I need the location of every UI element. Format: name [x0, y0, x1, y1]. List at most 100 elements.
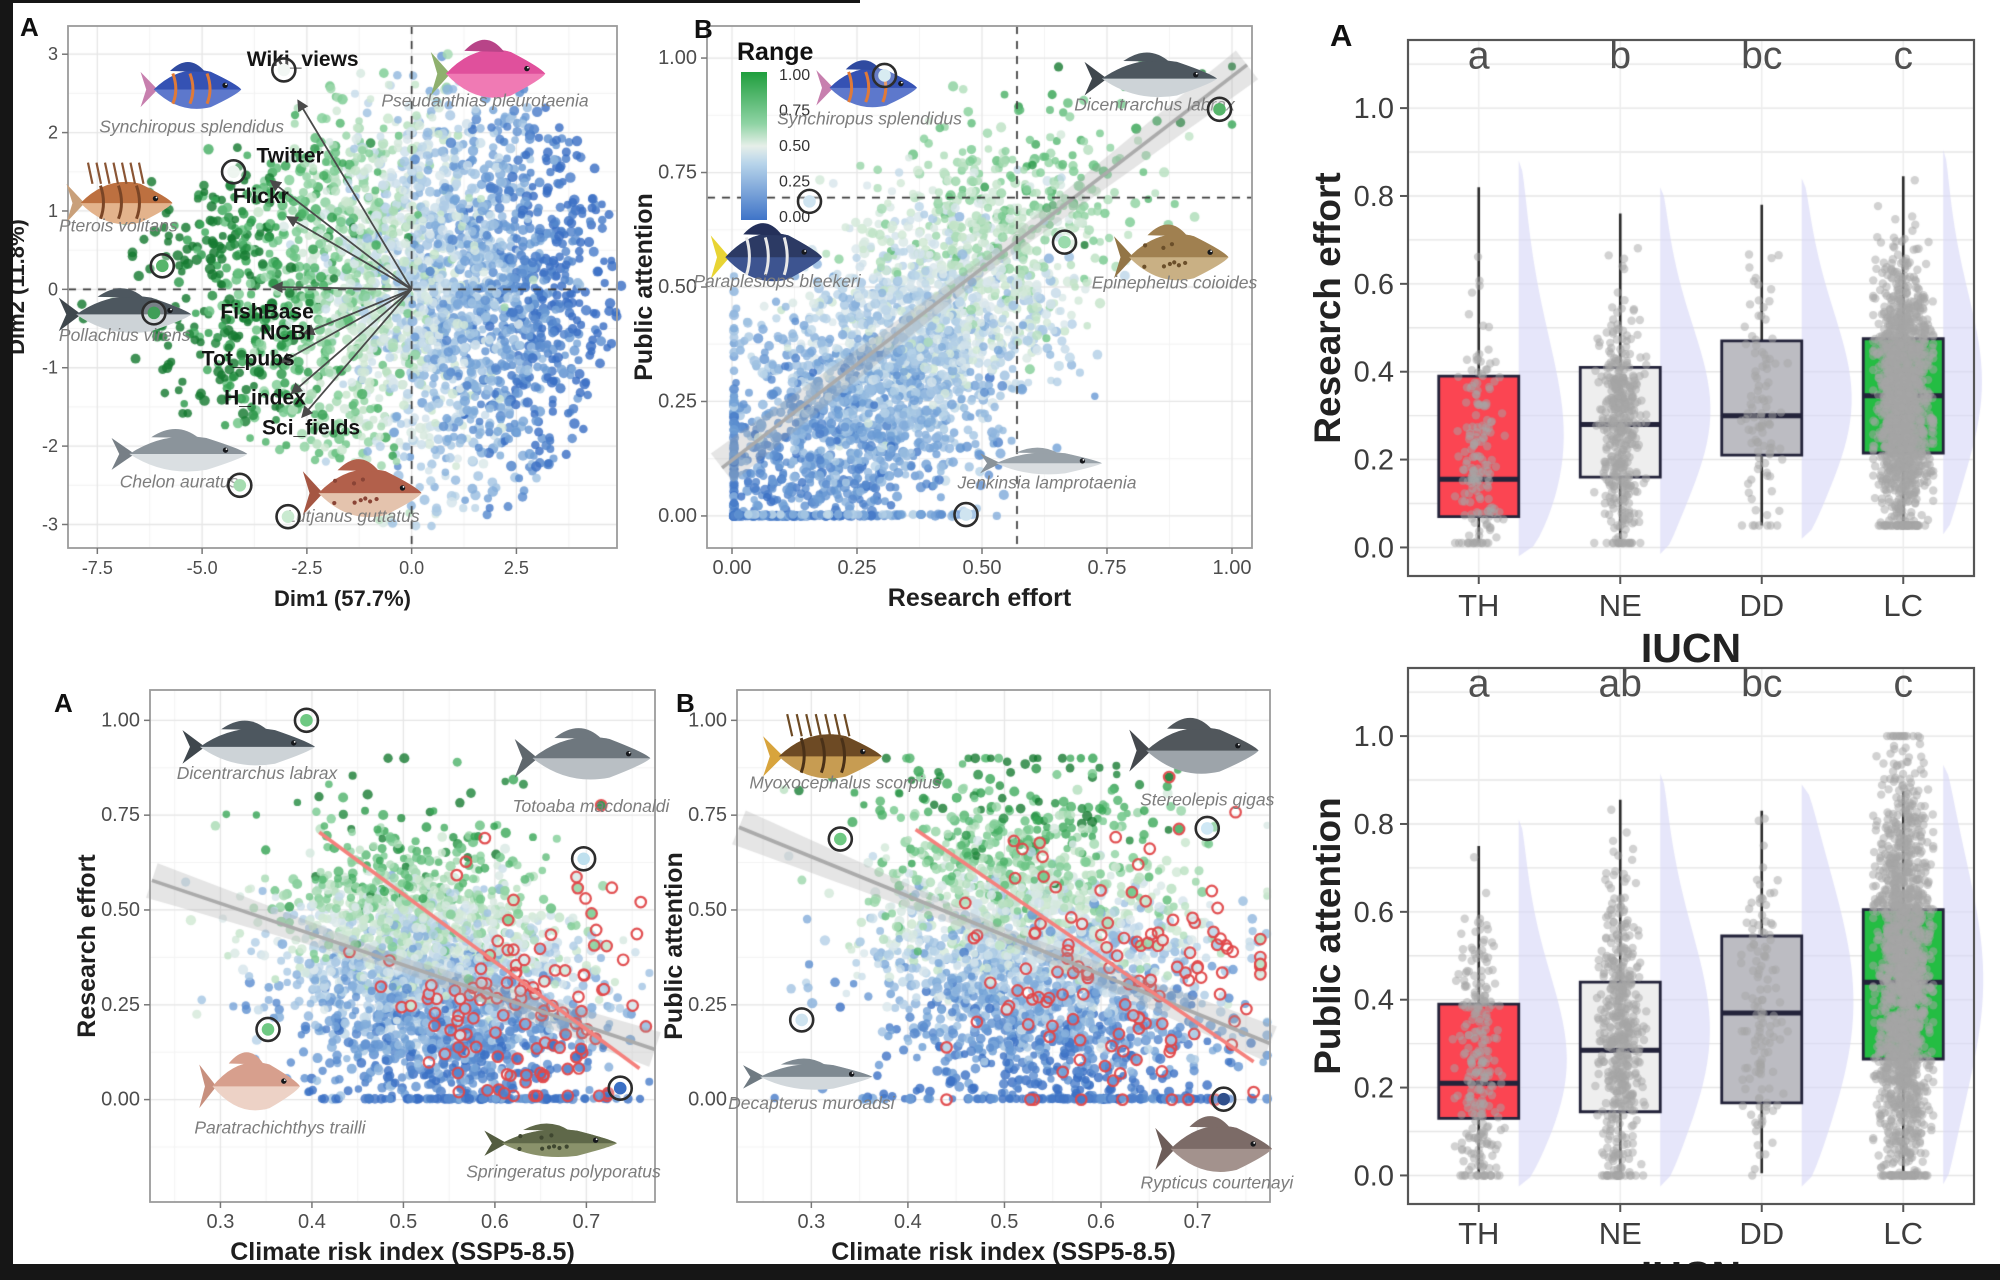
panel-pca-biplot: -7.5 -5.0 -2.5 0.0 2.5 3 2 1 0 -1 -2 -3 Dim1 (57.7%)… — [4, 25, 618, 611]
x-tick-label: 0.7 — [572, 1211, 600, 1233]
panel-box-public-attention: 1.00.80.60.40.20.0THaNEabDDbcLCcIUCNPubl… — [1307, 663, 1976, 1280]
loading-arrow — [297, 99, 413, 290]
y-tick-label: 0.4 — [1354, 985, 1394, 1017]
species-label: Pterois volitans — [59, 215, 178, 235]
species-label: Jenkinsia lamprotaenia — [957, 472, 1137, 492]
fish-rypticus-courtenayi — [1155, 1116, 1272, 1172]
y-tick-label: 1 — [48, 201, 58, 221]
y-tick-label: -2 — [42, 436, 58, 456]
legend-title: Range — [737, 38, 814, 66]
significance-letter: a — [1468, 663, 1490, 706]
y-tick-label: 0.50 — [658, 276, 697, 298]
panel-tag-research-vs-climate: A — [54, 688, 73, 718]
fish-paraplesiops-bleekeri — [710, 223, 822, 282]
x-tick-label: -5.0 — [187, 558, 218, 578]
fish-synchiropus-splendidus — [140, 61, 242, 109]
y-tick-label: 0.25 — [101, 994, 140, 1016]
significance-letter: c — [1894, 35, 1914, 78]
y-axis-title: Public attention — [660, 852, 688, 1040]
species-label: Pollachius virens — [59, 325, 191, 345]
category-label: LC — [1883, 1216, 1923, 1251]
fish-decapterus-muroadsi — [743, 1058, 873, 1090]
category-label: LC — [1883, 588, 1923, 623]
panel-attention-vs-climate-risk: 0.3 0.4 0.5 0.6 0.7 1.00 0.75 0.50 0.25 0.00 Clima… — [660, 689, 1294, 1266]
legend-tick-label: 0.75 — [779, 103, 810, 120]
x-axis-title: Climate risk index (SSP5-8.5) — [831, 1238, 1176, 1266]
y-tick-label: 0.50 — [688, 899, 727, 921]
x-tick-label: 0.75 — [1088, 557, 1127, 579]
x-tick-label: 0.4 — [298, 1211, 326, 1233]
legend-tick-label: 0.25 — [779, 174, 810, 191]
species-label: Stereolepis gigas — [1140, 790, 1274, 810]
loading-arrow — [279, 288, 413, 364]
y-tick-label: 0.6 — [1354, 269, 1394, 301]
loading-arrow — [285, 216, 413, 291]
significance-letter: ab — [1599, 663, 1642, 706]
species-label: Chelon auratus — [120, 472, 239, 492]
y-axis-title: Research effort — [1307, 172, 1348, 443]
x-tick-label: 0.25 — [838, 557, 877, 579]
panel-tag-box-research: A — [1330, 18, 1353, 53]
fish-pseudanthias-pleurotaenia — [430, 39, 546, 98]
category-label: NE — [1599, 588, 1642, 623]
fish-paratrachichthys-trailli — [199, 1052, 300, 1111]
species-label: Springeratus polyporatus — [466, 1161, 661, 1181]
y-tick-label: 0.00 — [688, 1089, 727, 1111]
x-tick-label: 0.3 — [797, 1211, 825, 1233]
loading-label: Sci_fields — [262, 416, 360, 439]
y-tick-label: 0.0 — [1354, 1160, 1394, 1192]
category-label: TH — [1458, 588, 1499, 623]
y-tick-label: -3 — [42, 514, 58, 534]
y-tick-label: 2 — [48, 123, 58, 143]
y-tick-label: 0.8 — [1354, 809, 1394, 841]
species-label: Pseudanthias pleurotaenia — [381, 91, 589, 111]
loading-label: Twitter — [256, 144, 323, 167]
y-axis-title: Public attention — [630, 193, 658, 381]
fish-synchiropus-splendidus — [816, 60, 917, 108]
y-tick-label: 0.50 — [101, 899, 140, 921]
y-tick-label: 1.0 — [1354, 93, 1394, 125]
species-label: Dicentrarchus labrax — [1074, 95, 1236, 115]
y-axis-title: Public attention — [1307, 797, 1348, 1075]
loading-label: NCBI — [260, 322, 311, 345]
y-tick-label: 0 — [48, 279, 58, 299]
scan-border-top-icon — [0, 0, 860, 3]
x-tick-label: 0.6 — [1087, 1211, 1115, 1233]
x-tick-label: 0.0 — [399, 558, 424, 578]
y-tick-label: 0.75 — [688, 804, 727, 826]
significance-letter: c — [1894, 663, 1914, 706]
legend-tick-label: 1.00 — [779, 67, 810, 84]
scan-border-bottom-icon — [0, 1264, 2000, 1280]
significance-letter: bc — [1741, 663, 1782, 706]
loading-arrow — [269, 179, 413, 291]
panel-tag-pca: A — [20, 12, 39, 42]
species-label: Synchiropus splendidus — [777, 108, 962, 128]
fish-dicentrarchus-labrax — [182, 720, 315, 766]
category-label: TH — [1458, 1216, 1499, 1251]
y-tick-label: 0.6 — [1354, 897, 1394, 929]
panel-tag-attention-vs-climate: B — [676, 688, 695, 718]
panel-box-research-effort: 1.0 0.8 0.6 0.4 0.2 0.0 TH a NE b DD bc LC c IUCN Resea… — [1307, 35, 1976, 671]
y-tick-label: 0.2 — [1354, 445, 1394, 477]
x-axis-title: Research effort — [888, 584, 1072, 612]
x-axis-title: IUCN — [1641, 625, 1741, 671]
fish-stereolepis-gigas — [1129, 717, 1259, 774]
fish-dicentrarchus-labrax — [1084, 52, 1217, 98]
y-tick-label: 0.75 — [658, 162, 697, 184]
x-axis-title: Climate risk index (SSP5-8.5) — [230, 1238, 575, 1266]
y-tick-label: 0.75 — [101, 804, 140, 826]
x-axis-title: Dim1 (57.7%) — [274, 586, 411, 611]
category-label: DD — [1739, 1216, 1784, 1251]
x-tick-label: 1.00 — [1213, 557, 1252, 579]
fish-pterois-volitans — [66, 162, 173, 225]
fish-jenkinsia-lamprotaenia — [980, 447, 1102, 475]
x-tick-label: -2.5 — [291, 558, 322, 578]
y-tick-label: 0.25 — [688, 994, 727, 1016]
fish-myoxocephalus-scorpius — [763, 713, 882, 779]
x-tick-label: 0.7 — [1184, 1211, 1212, 1233]
loading-label: Flickr — [233, 185, 289, 208]
y-tick-label: -1 — [42, 358, 58, 378]
category-label: DD — [1739, 588, 1784, 623]
loading-arrow — [290, 288, 413, 395]
category-label: NE — [1599, 1216, 1642, 1251]
